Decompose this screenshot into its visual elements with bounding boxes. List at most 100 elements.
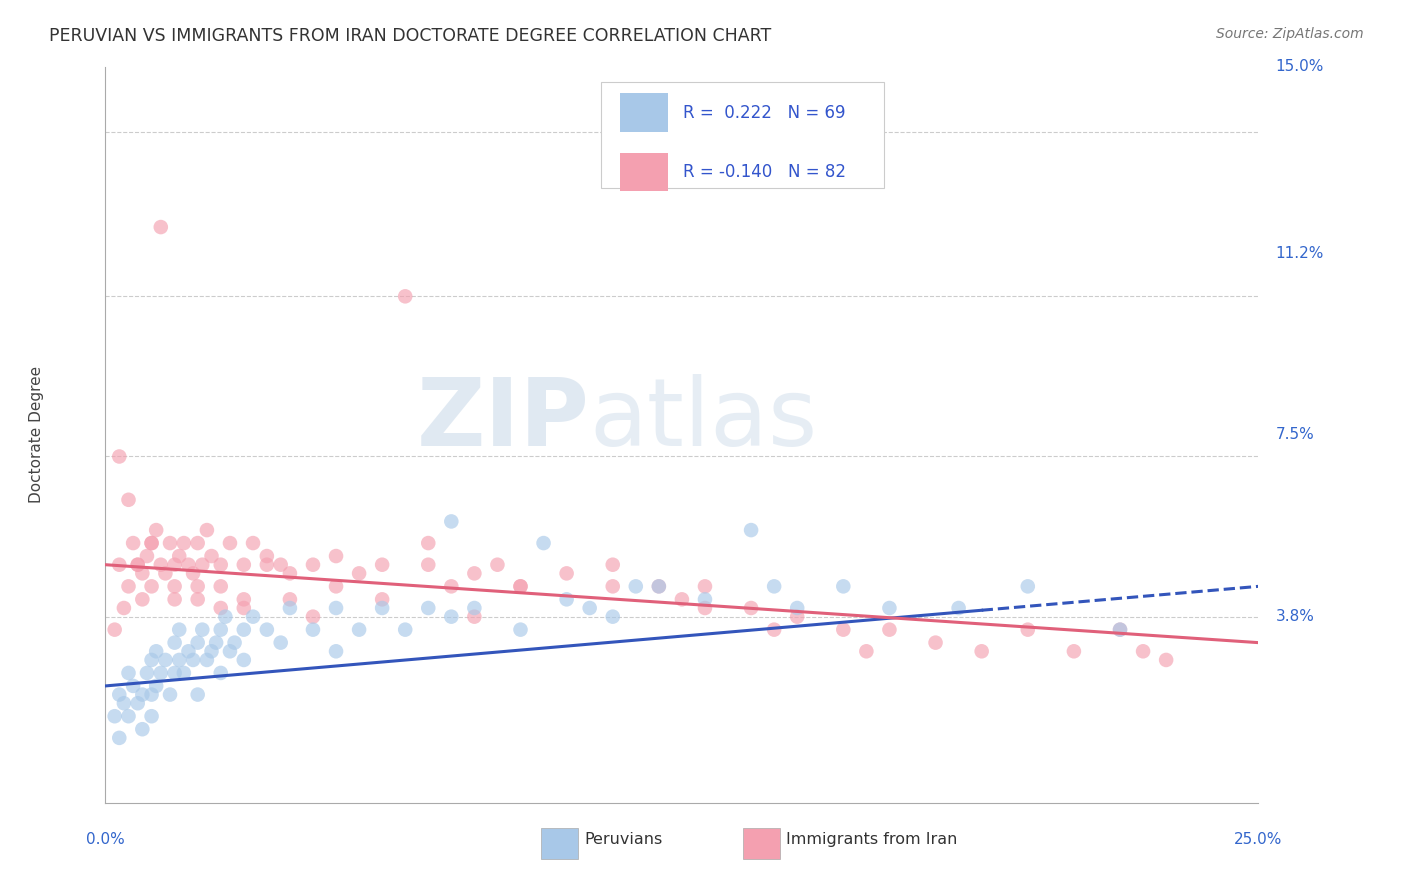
Point [325, 644, 347, 658]
Point [159, 688, 181, 702]
Text: 25.0%: 25.0% [1234, 832, 1282, 847]
Point [232, 653, 254, 667]
Point [209, 665, 232, 680]
Point [187, 635, 209, 649]
Point [136, 549, 159, 563]
Point [418, 601, 440, 615]
Point [181, 566, 204, 581]
Point [440, 579, 463, 593]
Point [136, 665, 159, 680]
Point [509, 579, 531, 593]
Point [463, 601, 485, 615]
Point [122, 679, 145, 693]
Point [394, 623, 416, 637]
Point [278, 592, 301, 607]
Point [232, 592, 254, 607]
Text: Source: ZipAtlas.com: Source: ZipAtlas.com [1216, 27, 1364, 41]
Point [278, 601, 301, 615]
Point [141, 688, 163, 702]
Point [155, 653, 177, 667]
Point [325, 579, 347, 593]
FancyBboxPatch shape [620, 94, 668, 132]
Point [167, 653, 190, 667]
Point [127, 558, 149, 572]
Point [163, 579, 186, 593]
Point [145, 644, 167, 658]
Point [242, 536, 264, 550]
Point [131, 688, 153, 702]
Point [187, 579, 209, 593]
Point [127, 558, 149, 572]
Point [440, 609, 463, 624]
Point [602, 579, 624, 593]
Point [117, 492, 139, 507]
Point [693, 601, 716, 615]
Point [224, 635, 246, 649]
Point [242, 609, 264, 624]
Point [371, 558, 394, 572]
Point [278, 566, 301, 581]
Point [256, 623, 278, 637]
Point [740, 601, 762, 615]
Point [440, 515, 463, 529]
Point [145, 523, 167, 537]
Point [302, 609, 325, 624]
Point [214, 609, 236, 624]
Point [763, 623, 786, 637]
Text: 7.5%: 7.5% [1275, 427, 1315, 442]
Text: 11.2%: 11.2% [1275, 246, 1324, 260]
Point [533, 536, 555, 550]
Point [195, 653, 218, 667]
Point [509, 623, 531, 637]
Point [163, 558, 186, 572]
Point [149, 665, 172, 680]
Point [463, 609, 485, 624]
Text: Immigrants from Iran: Immigrants from Iran [786, 832, 957, 847]
Point [602, 609, 624, 624]
Point [173, 536, 195, 550]
Point [1063, 644, 1085, 658]
Point [1132, 644, 1154, 658]
Point [141, 536, 163, 550]
Point [347, 566, 370, 581]
Point [200, 644, 222, 658]
Point [970, 644, 993, 658]
Point [200, 549, 222, 563]
Point [302, 623, 325, 637]
Point [325, 601, 347, 615]
Point [1154, 653, 1177, 667]
Point [1109, 623, 1132, 637]
Point [187, 536, 209, 550]
Point [108, 688, 131, 702]
Point [112, 696, 135, 710]
Point [232, 601, 254, 615]
Point [602, 558, 624, 572]
Point [131, 723, 153, 737]
Point [671, 592, 693, 607]
Point [418, 536, 440, 550]
Point [104, 709, 127, 723]
Point [149, 558, 172, 572]
Point [117, 579, 139, 593]
Point [509, 579, 531, 593]
Point [108, 558, 131, 572]
Point [693, 592, 716, 607]
Point [112, 601, 135, 615]
Point [141, 653, 163, 667]
Text: atlas: atlas [589, 374, 818, 467]
Text: Doctorate Degree: Doctorate Degree [28, 367, 44, 503]
Point [832, 579, 855, 593]
Point [141, 579, 163, 593]
Point [786, 601, 808, 615]
Text: R = -0.140   N = 82: R = -0.140 N = 82 [683, 162, 846, 181]
Point [209, 579, 232, 593]
Point [163, 635, 186, 649]
Point [149, 220, 172, 235]
Text: 0.0%: 0.0% [86, 832, 125, 847]
Point [832, 623, 855, 637]
Point [209, 558, 232, 572]
Text: 15.0%: 15.0% [1275, 60, 1324, 74]
Point [463, 566, 485, 581]
Point [648, 579, 671, 593]
Point [948, 601, 970, 615]
